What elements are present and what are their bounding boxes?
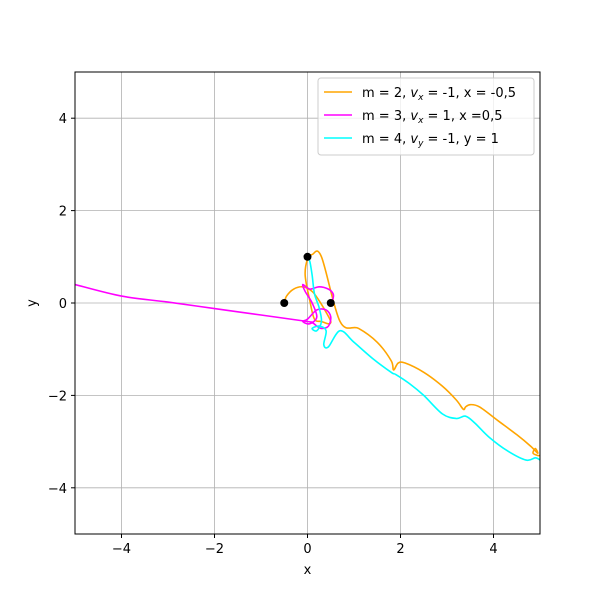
x-tick-label: −2 xyxy=(205,542,224,557)
series-line-1 xyxy=(283,250,540,457)
legend-label-2: m = 3, vx = 1, x =0,5 xyxy=(362,109,502,126)
y-tick-label: 4 xyxy=(59,112,67,127)
start-marker-1 xyxy=(280,299,289,307)
legend: m = 2, vx = -1, x = -0,5 m = 3, vx = 1, x… xyxy=(317,77,535,156)
x-tick-label: −4 xyxy=(112,542,131,557)
axis-ticks: −4 −2 0 2 4 −4 −2 0 2 4 xyxy=(48,112,498,557)
legend-label-3: m = 4, vy = -1, y = 1 xyxy=(362,132,499,149)
y-tick-label: −4 xyxy=(48,482,67,497)
series-line-2 xyxy=(75,283,335,330)
x-tick-label: 2 xyxy=(396,542,404,557)
start-markers xyxy=(280,252,335,307)
series-lines xyxy=(75,250,540,462)
start-marker-3 xyxy=(303,252,312,261)
y-tick-label: −2 xyxy=(48,389,67,404)
x-axis-label: x xyxy=(304,563,312,578)
x-tick-label: 0 xyxy=(303,542,311,557)
y-axis-label: y xyxy=(25,299,40,307)
legend-box xyxy=(317,77,535,156)
legend-label-1: m = 2, vx = -1, x = -0,5 xyxy=(362,86,516,103)
y-tick-label: 2 xyxy=(59,205,67,220)
series-line-3 xyxy=(306,256,540,462)
y-tick-label: 0 xyxy=(59,297,67,312)
start-marker-2 xyxy=(326,299,335,307)
x-tick-label: 4 xyxy=(489,542,497,557)
